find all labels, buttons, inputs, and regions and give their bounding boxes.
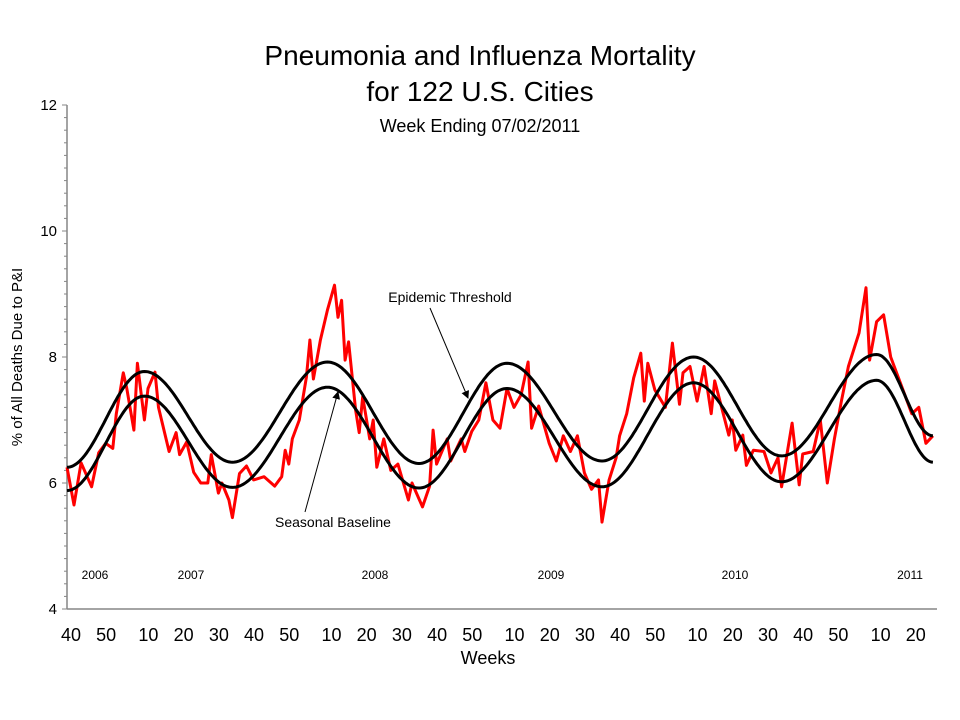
threshold-curve (66, 352, 934, 469)
x-tick-label: 20 (540, 625, 560, 645)
x-tick-label: 30 (209, 625, 229, 645)
x-tick-label: 40 (793, 625, 813, 645)
x-tick-label: 50 (96, 625, 116, 645)
year-label: 2009 (538, 568, 565, 582)
x-tick-label: 10 (871, 625, 891, 645)
x-tick-label: 20 (357, 625, 377, 645)
x-axis-label: Weeks (461, 648, 516, 668)
chart-title: Pneumonia and Influenza Mortality (264, 40, 696, 71)
x-tick-label: 30 (392, 625, 412, 645)
x-tick-label: 40 (61, 625, 81, 645)
x-tick-label: 50 (462, 625, 482, 645)
observed-series-line (65, 283, 934, 524)
year-label: 2010 (722, 568, 749, 582)
x-tick-label: 20 (723, 625, 743, 645)
x-tick-label: 30 (575, 625, 595, 645)
year-label: 2007 (178, 568, 205, 582)
y-tick-label: 10 (40, 223, 57, 240)
year-label: 2008 (362, 568, 389, 582)
x-tick-label: 30 (758, 625, 778, 645)
x-tick-label: 50 (645, 625, 665, 645)
axes (62, 104, 937, 610)
x-tick-label: 40 (244, 625, 264, 645)
x-tick-label: 10 (505, 625, 525, 645)
y-tick-label: 12 (40, 97, 57, 114)
baseline-arrow (304, 391, 341, 513)
threshold-annotation: Epidemic Threshold (388, 289, 511, 305)
chart-week-ending: Week Ending 07/02/2011 (379, 116, 581, 136)
x-tick-label: 10 (688, 625, 708, 645)
x-tick-label: 20 (174, 625, 194, 645)
x-tick-label: 20 (906, 625, 926, 645)
labels-layer: 4 6 8 10 12 40 50 10 20 30 40 50 10 20 30 40 50 10 20 30 40 5… (40, 97, 926, 645)
year-label: 2006 (82, 568, 109, 582)
x-tick-label: 50 (279, 625, 299, 645)
baseline-annotation: Seasonal Baseline (275, 514, 391, 530)
baseline-curve (66, 378, 934, 493)
y-tick-label: 6 (49, 475, 57, 492)
y-tick-label: 4 (49, 601, 57, 618)
x-tick-label: 40 (610, 625, 630, 645)
x-tick-label: 10 (138, 625, 158, 645)
year-label: 2011 (897, 568, 923, 582)
x-tick-label: 10 (321, 625, 341, 645)
series-layer (65, 283, 934, 524)
y-axis-label: % of All Deaths Due to P&I (9, 268, 26, 446)
chart-subtitle: for 122 U.S. Cities (366, 76, 594, 107)
threshold-arrow (429, 307, 469, 399)
x-tick-label: 40 (427, 625, 447, 645)
y-tick-label: 8 (49, 349, 57, 366)
x-tick-label: 50 (828, 625, 848, 645)
